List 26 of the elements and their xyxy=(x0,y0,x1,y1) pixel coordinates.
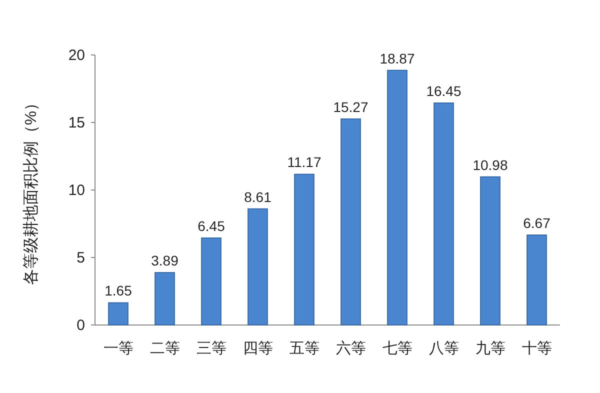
y-axis-title: 各等级耕地面积比例（%） xyxy=(22,94,40,286)
x-tick-label: 三等 xyxy=(196,340,226,357)
y-tick-label: 20 xyxy=(68,47,85,64)
x-tick-label: 九等 xyxy=(475,340,506,357)
y-tick-label: 0 xyxy=(76,317,85,334)
x-tick-label: 二等 xyxy=(150,340,180,357)
x-tick-label: 一等 xyxy=(103,340,134,357)
x-tick-label: 五等 xyxy=(289,340,320,357)
data-label: 6.45 xyxy=(198,218,226,234)
x-tick-label: 八等 xyxy=(428,340,459,357)
x-tick-label: 四等 xyxy=(242,340,273,357)
x-tick-label: 十等 xyxy=(522,340,552,357)
data-label: 10.98 xyxy=(472,156,508,173)
data-label: 8.61 xyxy=(244,188,272,205)
y-tick-label: 5 xyxy=(76,250,85,266)
data-label: 3.89 xyxy=(151,252,179,268)
data-label: 11.17 xyxy=(287,154,322,170)
data-label: 16.45 xyxy=(426,82,462,99)
x-tick-label: 六等 xyxy=(336,340,366,357)
data-label: 18.87 xyxy=(380,50,415,66)
x-tick-label: 七等 xyxy=(382,340,412,357)
data-label: 6.67 xyxy=(523,214,551,231)
y-tick-label: 15 xyxy=(68,114,85,132)
data-label: 1.65 xyxy=(104,282,132,299)
y-tick-label: 10 xyxy=(68,182,85,199)
data-label: 15.27 xyxy=(333,98,368,115)
